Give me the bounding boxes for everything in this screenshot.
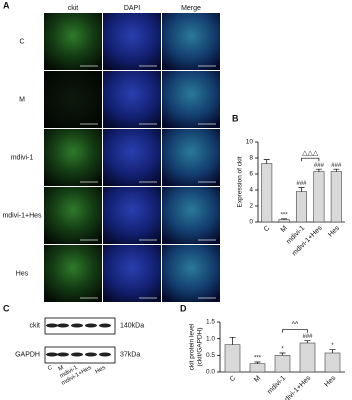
band-label: GAPDH xyxy=(15,351,40,358)
micrograph xyxy=(103,13,161,70)
lane-label: C xyxy=(47,365,54,373)
column-label: Merge xyxy=(181,5,201,12)
blot-frame xyxy=(44,346,116,364)
y-tick-label: 0.5 xyxy=(206,352,215,359)
micrograph xyxy=(103,245,161,302)
panel-label: B xyxy=(232,113,239,123)
band xyxy=(46,323,58,328)
significance: * xyxy=(281,347,284,353)
y-tick-label: 6 xyxy=(249,171,253,178)
bar xyxy=(313,171,325,223)
lane-label: M xyxy=(57,365,64,373)
x-tick-label: C xyxy=(263,225,272,234)
bar xyxy=(249,363,266,373)
y-tick-label: 0.0 xyxy=(206,369,215,376)
bar xyxy=(324,352,341,373)
x-tick-label: C xyxy=(229,375,238,384)
panel-label: C xyxy=(3,303,10,313)
y-tick-label: 8 xyxy=(249,155,253,162)
significance: *** xyxy=(254,356,262,362)
band-label: ckit xyxy=(30,322,41,329)
error-bar xyxy=(298,187,305,192)
band xyxy=(71,323,83,328)
significance: ### xyxy=(314,163,325,169)
micrograph xyxy=(103,129,161,186)
micrograph xyxy=(162,71,220,128)
micrograph xyxy=(103,187,161,244)
panel-label: A xyxy=(3,0,10,10)
bar xyxy=(330,171,342,223)
significance: ### xyxy=(296,181,307,187)
significance: ### xyxy=(302,334,313,340)
bracket-label: ^^ xyxy=(292,322,299,329)
blot-frame xyxy=(44,317,116,335)
band xyxy=(85,352,97,357)
x-tick-label: mdivi-1 xyxy=(266,375,287,396)
size-label: 37kDa xyxy=(120,351,140,358)
error-bar xyxy=(329,349,336,353)
micrograph xyxy=(44,71,102,128)
band xyxy=(99,352,111,357)
micrograph xyxy=(44,129,102,186)
significance: * xyxy=(331,343,334,349)
row-label: mdivi-1 xyxy=(11,154,34,161)
micrograph xyxy=(44,187,102,244)
error-bar xyxy=(281,218,288,220)
y-tick-label: 0 xyxy=(249,219,253,226)
significance: ### xyxy=(331,163,342,169)
bracket-label: △△△ xyxy=(302,150,319,157)
bar xyxy=(278,219,290,223)
x-tick-label: M xyxy=(253,375,262,384)
band xyxy=(85,323,97,328)
band xyxy=(57,352,69,357)
error-bar xyxy=(229,336,236,345)
band xyxy=(46,352,58,357)
micrograph xyxy=(44,13,102,70)
panel-label: D xyxy=(180,303,187,313)
y-tick-label: 2 xyxy=(249,203,253,210)
bar xyxy=(224,344,241,373)
row-label: Hes xyxy=(16,270,29,277)
x-tick-label: Hes xyxy=(323,374,337,388)
y-tick-label: 1.5 xyxy=(206,319,215,326)
y-tick-label: 10 xyxy=(246,139,254,146)
micrograph xyxy=(44,245,102,302)
lane-label: Hes xyxy=(95,365,107,376)
error-bar xyxy=(279,352,286,356)
error-bar xyxy=(333,168,340,172)
bracket xyxy=(282,329,308,333)
error-bar xyxy=(263,159,270,164)
micrograph xyxy=(162,245,220,302)
band xyxy=(99,323,111,328)
error-bar xyxy=(315,168,322,172)
micrograph xyxy=(103,71,161,128)
row-label: mdivi-1+Hes xyxy=(2,212,42,219)
column-label: ckit xyxy=(68,5,79,12)
x-tick-label: M xyxy=(280,225,289,234)
size-label: 140kDa xyxy=(120,322,144,329)
row-label: C xyxy=(19,38,24,45)
column-label: DAPI xyxy=(124,5,140,12)
bar xyxy=(299,342,316,373)
bar xyxy=(261,163,273,223)
error-bar xyxy=(254,361,261,364)
micrograph xyxy=(162,187,220,244)
y-tick-label: 1.0 xyxy=(206,335,215,342)
band xyxy=(71,352,83,357)
micrograph xyxy=(162,13,220,70)
y-axis-label: ckit protein level xyxy=(189,323,196,370)
micrograph xyxy=(162,129,220,186)
y-tick-label: 4 xyxy=(249,187,253,194)
significance: *** xyxy=(281,212,289,218)
x-tick-label: Hes xyxy=(327,224,341,238)
bar xyxy=(274,355,291,373)
bar xyxy=(295,191,308,223)
bracket xyxy=(301,157,320,162)
error-bar xyxy=(304,340,311,343)
y-axis-label: (ckit/GAPDH) xyxy=(197,328,204,367)
band xyxy=(57,323,69,328)
y-axis-label: Expression of ckit xyxy=(237,156,244,207)
row-label: M xyxy=(19,96,25,103)
